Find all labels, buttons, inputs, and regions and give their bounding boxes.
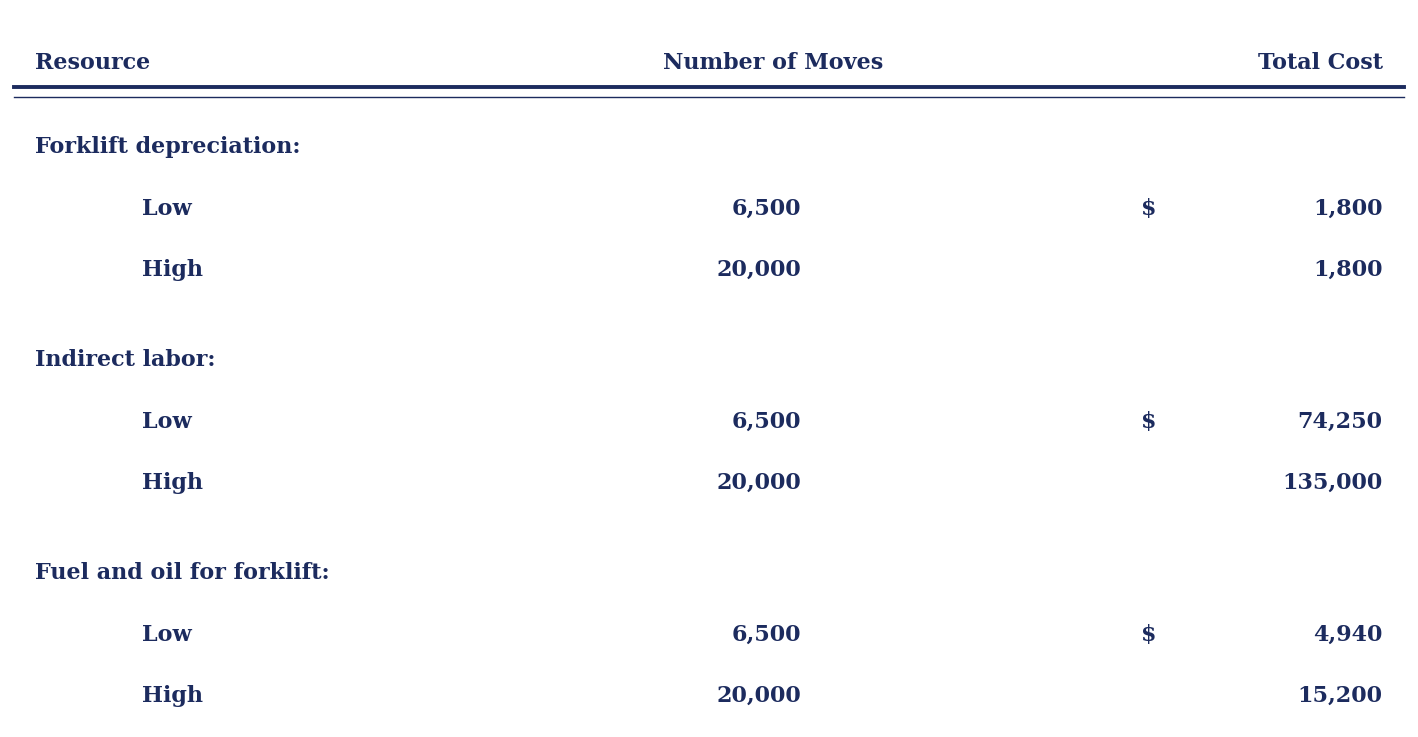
Text: $: $ (1141, 411, 1157, 433)
Text: Total Cost: Total Cost (1258, 52, 1383, 74)
Text: Fuel and oil for forklift:: Fuel and oil for forklift: (35, 562, 330, 584)
Text: $: $ (1141, 624, 1157, 646)
Text: 6,500: 6,500 (732, 624, 801, 646)
Text: Low: Low (142, 624, 191, 646)
Text: 1,800: 1,800 (1313, 198, 1383, 220)
Text: Number of Moves: Number of Moves (662, 52, 883, 74)
Text: Low: Low (142, 198, 191, 220)
Text: $: $ (1141, 198, 1157, 220)
Text: 20,000: 20,000 (716, 472, 801, 494)
Text: 6,500: 6,500 (732, 411, 801, 433)
Text: Indirect labor:: Indirect labor: (35, 349, 216, 371)
Text: Low: Low (142, 411, 191, 433)
Text: 74,250: 74,250 (1297, 411, 1383, 433)
Text: 135,000: 135,000 (1282, 472, 1383, 494)
Text: 4,940: 4,940 (1313, 624, 1383, 646)
Text: High: High (142, 259, 203, 281)
Text: High: High (142, 685, 203, 707)
Text: 20,000: 20,000 (716, 259, 801, 281)
Text: High: High (142, 472, 203, 494)
Text: 15,200: 15,200 (1297, 685, 1383, 707)
Text: 20,000: 20,000 (716, 685, 801, 707)
Text: Forklift depreciation:: Forklift depreciation: (35, 136, 301, 158)
Text: 1,800: 1,800 (1313, 259, 1383, 281)
Text: Resource: Resource (35, 52, 150, 74)
Text: 6,500: 6,500 (732, 198, 801, 220)
